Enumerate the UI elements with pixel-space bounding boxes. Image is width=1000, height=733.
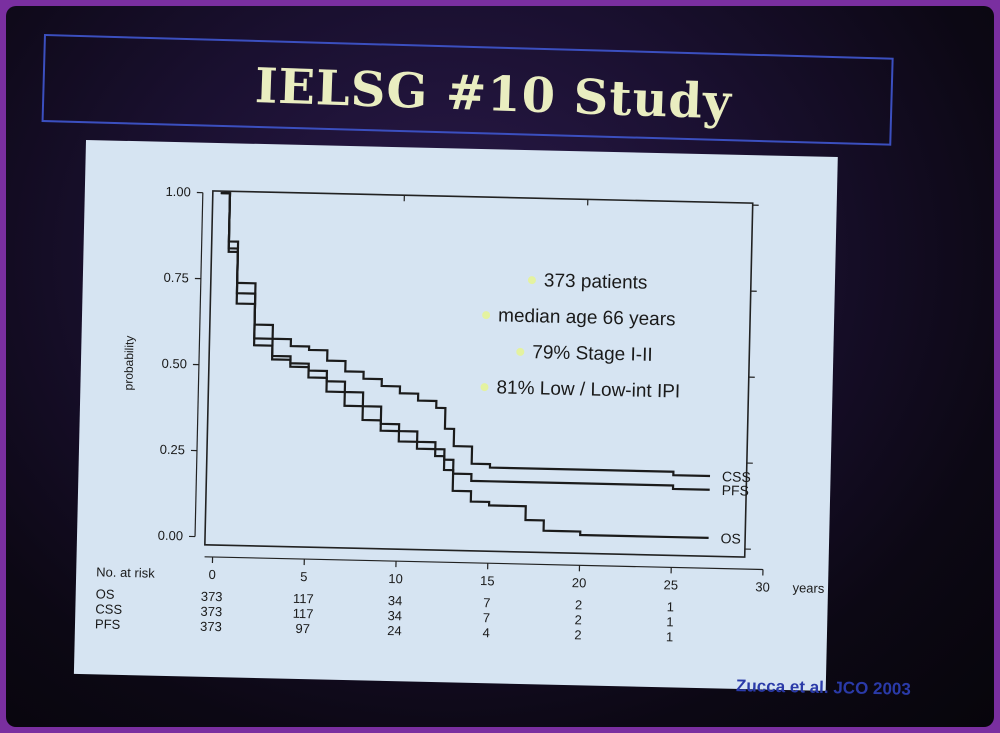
y-tick-label: 0.25 xyxy=(160,442,186,458)
annotation-text: 79% Stage I-II xyxy=(532,342,653,366)
series-label-os: OS xyxy=(720,530,741,546)
series-line-css xyxy=(220,191,711,478)
risk-table-header: No. at risk xyxy=(96,564,155,580)
x-tick-label: 10 xyxy=(388,571,403,586)
risk-cell: 2 xyxy=(575,597,583,612)
risk-row-label: CSS xyxy=(95,601,122,617)
x-tick-label: 0 xyxy=(208,567,216,582)
risk-cell: 24 xyxy=(387,623,402,638)
y-axis-line xyxy=(194,192,204,537)
annotation-bullet xyxy=(482,311,491,320)
series-label-pfs: PFS xyxy=(722,482,750,499)
y-tick-label: 0.00 xyxy=(158,528,184,544)
risk-cell: 7 xyxy=(483,595,491,610)
risk-cell: 1 xyxy=(667,599,675,614)
series-label-css: CSS xyxy=(722,468,751,485)
risk-cell: 373 xyxy=(201,589,223,604)
series-group xyxy=(220,191,711,540)
y-tick-label: 1.00 xyxy=(165,184,191,200)
x-tick-label: 30 xyxy=(755,579,770,594)
x-tick-label: 25 xyxy=(663,577,678,592)
series-line-pfs xyxy=(220,191,710,491)
annotation-bullet xyxy=(480,383,489,392)
risk-row-label: PFS xyxy=(95,616,121,632)
risk-cell: 373 xyxy=(200,604,222,619)
plot-frame xyxy=(204,190,754,558)
x-axis-line xyxy=(204,556,763,571)
annotation-text: 81% Low / Low-int IPI xyxy=(496,377,680,402)
risk-cell: 1 xyxy=(666,629,674,644)
axes xyxy=(194,190,763,571)
y-tick-label: 0.75 xyxy=(163,270,189,286)
x-axis-label: years xyxy=(792,580,825,596)
risk-cell: 2 xyxy=(574,627,582,642)
x-tick-label: 5 xyxy=(300,569,308,584)
series-line-os xyxy=(220,191,709,540)
risk-table: No. at risk OS 373 117 34 7 2 1 CSS 373 117 34 7 2 1 PF… xyxy=(95,564,675,644)
annotation-bullet xyxy=(527,276,536,285)
annotation-text: 373 patients xyxy=(544,270,648,293)
risk-cell: 1 xyxy=(666,614,674,629)
annotations: 373 patients median age 66 years 79% Stage… xyxy=(480,270,680,403)
survival-chart: 0 5 10 15 20 25 30 0.00 0.25 0.50 0.75 1.00 years pr… xyxy=(95,184,825,645)
risk-cell: 117 xyxy=(293,606,314,621)
risk-cell: 97 xyxy=(295,621,310,636)
risk-cell: 373 xyxy=(200,619,222,634)
y-axis-label: probability xyxy=(121,336,136,391)
x-tick-label: 20 xyxy=(572,575,587,590)
risk-row-label: OS xyxy=(96,586,115,601)
citation: Zucca et al. JCO 2003 xyxy=(735,676,912,699)
risk-cell: 2 xyxy=(574,612,582,627)
y-tick-label: 0.50 xyxy=(161,356,187,372)
chart-panel: 0 5 10 15 20 25 30 0.00 0.25 0.50 0.75 1.00 years pr… xyxy=(73,140,838,691)
risk-cell: 34 xyxy=(388,593,403,608)
x-tick-label: 15 xyxy=(480,573,495,588)
annotation-text: median age 66 years xyxy=(498,305,676,330)
risk-cell: 7 xyxy=(483,610,491,625)
annotation-bullet xyxy=(516,347,525,356)
ticks: 0 5 10 15 20 25 30 0.00 0.25 0.50 0.75 1.00 xyxy=(158,184,770,595)
risk-cell: 117 xyxy=(293,591,314,606)
slide: IELSG #10 Study 0 5 10 15 20 25 30 0.00 0.25 0.50… xyxy=(6,6,994,727)
risk-cell: 34 xyxy=(387,608,402,623)
risk-cell: 4 xyxy=(482,625,490,640)
